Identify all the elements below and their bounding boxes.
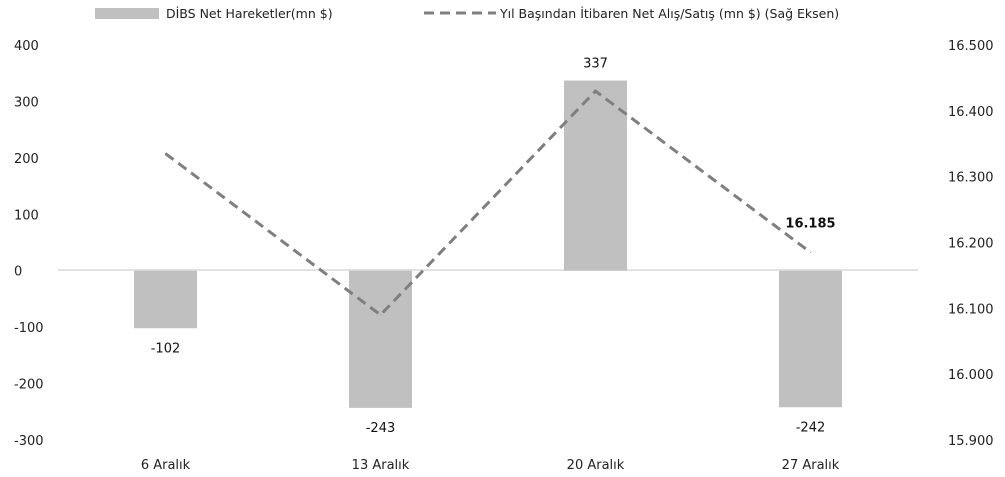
x-tick-label: 20 Aralık xyxy=(567,458,625,473)
left-tick-label: 300 xyxy=(14,95,39,110)
bar-series xyxy=(134,80,842,408)
right-tick-label: 16.000 xyxy=(948,368,994,383)
left-tick-label: -100 xyxy=(14,321,44,336)
line-point xyxy=(595,90,596,92)
line-point xyxy=(165,153,166,155)
left-tick-label: 0 xyxy=(14,265,22,280)
left-tick-label: 100 xyxy=(14,208,39,223)
line-point xyxy=(810,251,811,253)
right-tick-label: 16.200 xyxy=(948,237,994,252)
bar-value-label: 337 xyxy=(583,57,608,72)
bar xyxy=(779,270,842,408)
right-tick-label: 15.900 xyxy=(948,434,994,449)
legend-bar-swatch xyxy=(95,8,159,19)
right-axis-ticks: 16.500 16.400 16.300 16.200 16.100 16.000 15.9… xyxy=(948,39,994,449)
x-tick-label: 13 Aralık xyxy=(352,458,410,473)
line-data-label: 16.185 xyxy=(785,216,835,231)
legend: DİBS Net Hareketler(mn $) Yıl Başından İ… xyxy=(95,6,839,21)
legend-bar-label: DİBS Net Hareketler(mn $) xyxy=(166,6,333,21)
legend-line-label: Yıl Başından İtibaren Net Alış/Satış (mn… xyxy=(499,6,839,21)
x-axis-ticks: 6 Aralık 13 Aralık 20 Aralık 27 Aralık xyxy=(141,458,840,473)
x-tick-label: 27 Aralık xyxy=(782,458,840,473)
right-tick-label: 16.300 xyxy=(948,171,994,186)
left-tick-label: -200 xyxy=(14,378,44,393)
left-tick-label: -300 xyxy=(14,434,44,449)
bar-value-label: -243 xyxy=(366,421,396,436)
left-tick-label: 200 xyxy=(14,152,39,167)
left-tick-label: 400 xyxy=(14,39,39,54)
left-axis-ticks: 400 300 200 100 0 -100 -200 -300 xyxy=(14,39,44,449)
bar-value-label: -242 xyxy=(796,420,826,435)
bar-value-label: -102 xyxy=(151,341,181,356)
line-point xyxy=(380,314,381,316)
right-tick-label: 16.400 xyxy=(948,105,994,120)
right-tick-label: 16.500 xyxy=(948,39,994,54)
right-tick-label: 16.100 xyxy=(948,302,994,317)
line-path xyxy=(164,89,812,317)
bar xyxy=(349,270,412,408)
x-tick-label: 6 Aralık xyxy=(141,458,191,473)
bar xyxy=(134,270,197,329)
line-series xyxy=(164,89,812,317)
bar-data-labels: -102 -243 337 -242 xyxy=(151,57,826,436)
bar xyxy=(564,80,627,271)
